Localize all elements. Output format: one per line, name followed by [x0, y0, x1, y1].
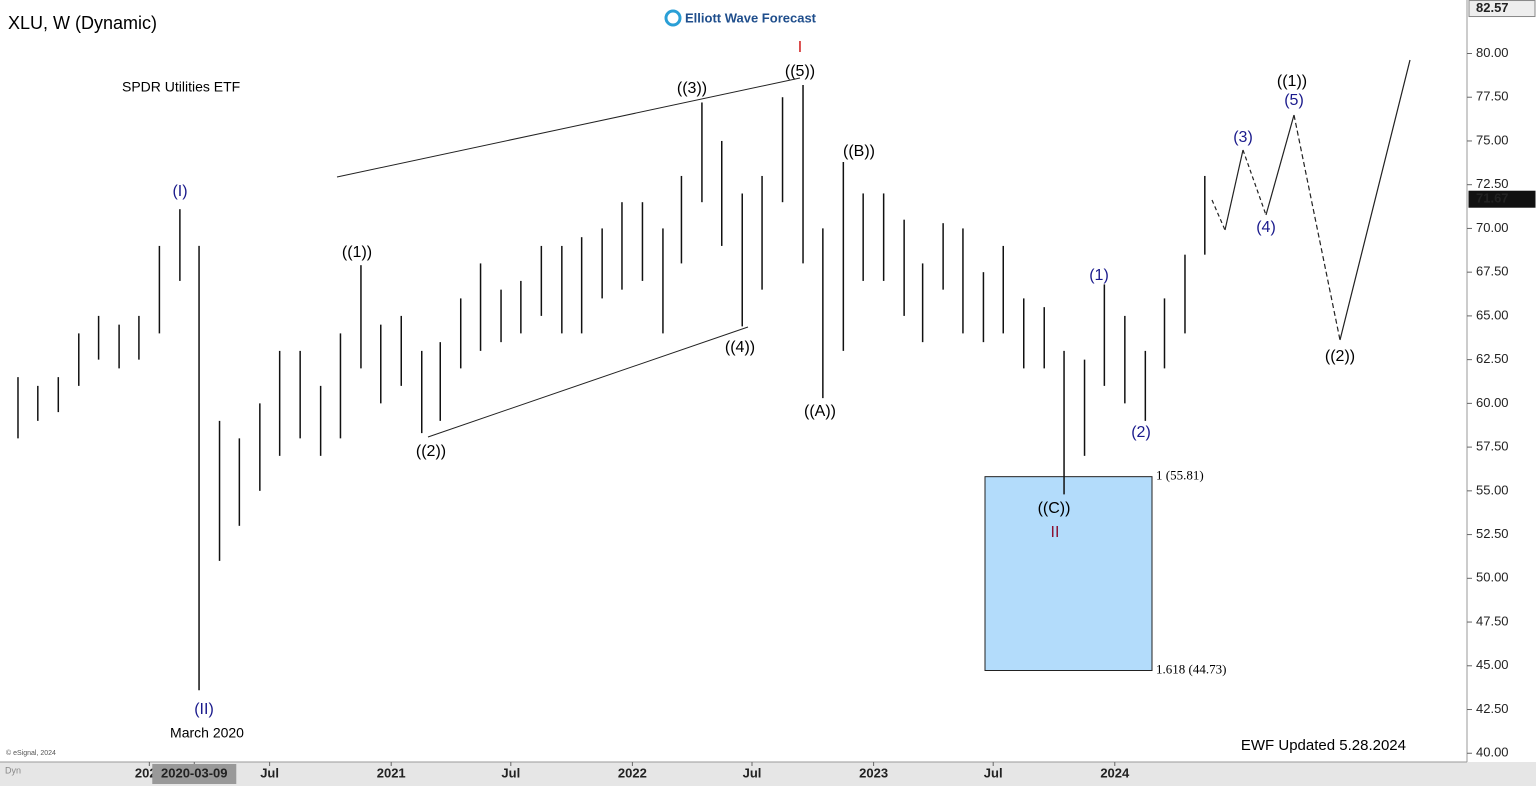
subtitle: SPDR Utilities ETF [122, 79, 240, 95]
proj-seg [1339, 59, 1411, 341]
y-tick-label: 67.50 [1476, 264, 1509, 279]
copyright: © eSignal, 2024 [6, 749, 56, 757]
x-tick-label: 2023 [859, 765, 888, 780]
y-tick-label: 77.50 [1476, 89, 1509, 104]
wave-label: (1) [1089, 267, 1109, 284]
wave-label: ((5)) [785, 63, 815, 80]
wave-label: (I) [172, 183, 187, 200]
y-tick-label: 65.00 [1476, 307, 1509, 322]
wave-label: (4) [1256, 219, 1276, 236]
price-tag-box [1468, 0, 1536, 18]
x-axis-band [0, 762, 1536, 786]
wave-labels: (I) (II) ((1)) ((2)) ((3)) ((4)) ((5)) I… [172, 39, 1355, 718]
x-highlight [152, 764, 237, 784]
wave-label: ((3)) [677, 80, 707, 97]
fib-label: 1.618 (44.73) [1156, 661, 1226, 676]
wedge-lower [427, 326, 749, 438]
y-tick-label: 60.00 [1476, 395, 1509, 410]
wave-label: (5) [1284, 92, 1304, 109]
y-tick-label: 62.50 [1476, 351, 1509, 366]
axes-group: 40.00 42.50 45.00 47.50 50.00 52.50 55.00 57.50… [135, 0, 1536, 784]
y-tick-label: 50.00 [1476, 570, 1509, 585]
x-tick-label: Jul [743, 765, 762, 780]
footer: EWF Updated 5.28.2024 [1241, 737, 1406, 754]
y-tick-label: 70.00 [1476, 220, 1509, 235]
x-tick-label: Jul [501, 765, 520, 780]
wave-label: ((2)) [416, 443, 446, 460]
proj-seg [1293, 114, 1341, 341]
proj-seg [1242, 149, 1267, 216]
wave-label: ((1)) [342, 244, 372, 261]
price-tag-box [1468, 190, 1536, 208]
wave-label: II [1051, 524, 1060, 541]
fib-box [984, 476, 1153, 672]
x-tick-label: 2024 [1100, 765, 1130, 780]
brand: Elliott Wave Forecast [685, 10, 817, 25]
wedge-upper [336, 77, 801, 178]
y-tick-label: 57.50 [1476, 439, 1509, 454]
proj-seg [1265, 114, 1295, 216]
x-tick-label: Jul [260, 765, 279, 780]
price-tag: 71.67 [1476, 191, 1509, 206]
y-tick-label: 47.50 [1476, 613, 1509, 628]
y-tick-label: 55.00 [1476, 482, 1509, 497]
wave-label: ((A)) [804, 403, 836, 420]
wave-label: ((2)) [1325, 348, 1355, 365]
chart-title: XLU, W (Dynamic) [8, 13, 157, 33]
event-label: March 2020 [170, 725, 244, 741]
y-tick-label: 80.00 [1476, 45, 1509, 60]
wave-label: (II) [194, 701, 214, 718]
y-tick-label: 45.00 [1476, 657, 1509, 672]
y-tick-label: 40.00 [1476, 745, 1509, 760]
wave-label: I [798, 39, 802, 56]
y-tick-label: 52.50 [1476, 526, 1509, 541]
wave-label: ((4)) [725, 339, 755, 356]
wave-label: ((1)) [1277, 73, 1307, 90]
x-tick-label: 2020-03-09 [161, 765, 228, 780]
x-tick-label: 2021 [377, 765, 406, 780]
price-tag: 82.57 [1476, 0, 1509, 15]
wave-label: ((B)) [843, 143, 875, 160]
wave-label: ((C)) [1038, 500, 1071, 517]
y-tick-label: 72.50 [1476, 176, 1509, 191]
wave-label: (3) [1233, 129, 1253, 146]
wave-label: (2) [1131, 424, 1151, 441]
y-tick-label: 75.00 [1476, 132, 1509, 147]
fib-label: 1 (55.81) [1156, 468, 1204, 483]
x-tick-label: 2022 [618, 765, 647, 780]
proj-seg [1224, 149, 1244, 231]
bars-group [17, 84, 1206, 691]
y-tick-label: 42.50 [1476, 701, 1509, 716]
brand-logo [664, 9, 682, 27]
projection [1211, 59, 1411, 341]
fib-group: 1 (55.81) 1.618 (44.73) [984, 468, 1226, 676]
mode: Dyn [5, 765, 21, 775]
x-tick-label: Jul [984, 765, 1003, 780]
proj-seg [1211, 199, 1226, 231]
